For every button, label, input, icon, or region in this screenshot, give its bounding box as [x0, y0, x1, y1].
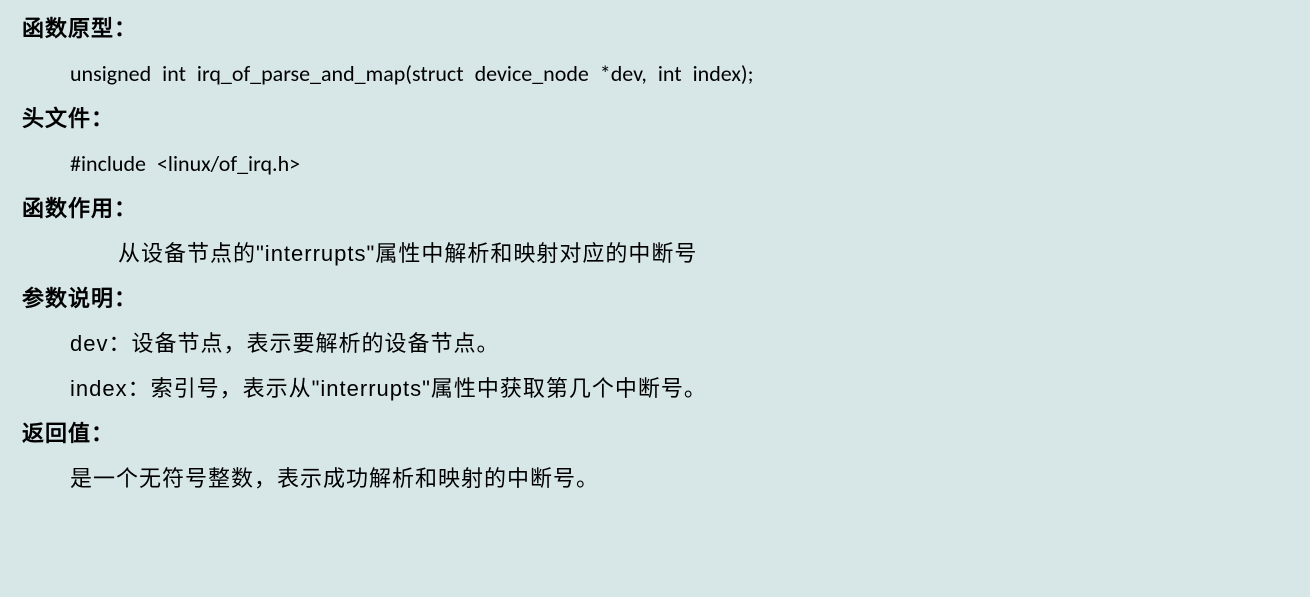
- purpose-text: 从设备节点的"interrupts"属性中解析和映射对应的中断号: [22, 243, 1288, 265]
- purpose-label: 函数作用：: [22, 198, 1288, 220]
- param-dev: dev：设备节点，表示要解析的设备节点。: [22, 333, 1288, 355]
- params-label: 参数说明：: [22, 288, 1288, 310]
- prototype-code: unsigned int irq_of_parse_and_map(struct…: [22, 63, 1288, 85]
- header-label: 头文件：: [22, 108, 1288, 130]
- return-text: 是一个无符号整数，表示成功解析和映射的中断号。: [22, 468, 1288, 490]
- prototype-label: 函数原型：: [22, 18, 1288, 40]
- header-code: #include <linux/of_irq.h>: [22, 153, 1288, 175]
- return-label: 返回值：: [22, 423, 1288, 445]
- param-index: index：索引号，表示从"interrupts"属性中获取第几个中断号。: [22, 378, 1288, 400]
